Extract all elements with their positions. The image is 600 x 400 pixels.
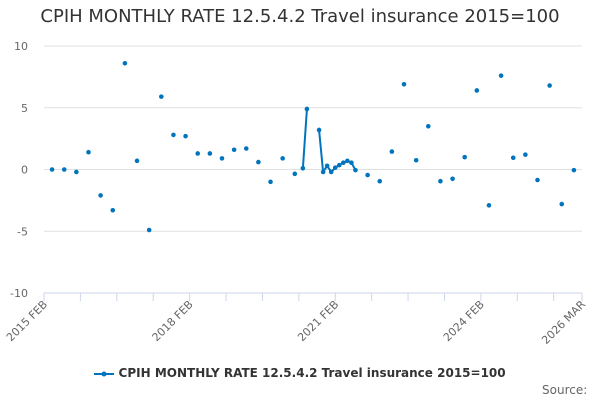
data-point (61, 167, 67, 172)
data-point (413, 157, 419, 163)
data-point (332, 165, 338, 170)
data-point (300, 165, 306, 171)
data-point (159, 94, 164, 99)
data-point (268, 179, 273, 185)
x-tick-label: 2024 FEB (441, 298, 487, 344)
series-line-segment (301, 108, 308, 169)
data-point (98, 193, 103, 198)
data-point (486, 203, 492, 208)
data-point (86, 149, 91, 155)
data-point (336, 162, 342, 168)
data-point (425, 123, 431, 129)
data-point (547, 83, 552, 88)
y-tick-label: 0 (21, 164, 28, 177)
chart-title: CPIH MONTHLY RATE 12.5.4.2 Travel insura… (40, 6, 560, 27)
x-tick-label: 2026 MAR (539, 298, 588, 347)
data-point (146, 227, 152, 233)
data-point (462, 154, 467, 160)
data-point (74, 169, 79, 175)
data-point (341, 160, 346, 166)
data-point (243, 146, 249, 151)
legend[interactable]: CPIH MONTHLY RATE 12.5.4.2 Travel insura… (0, 366, 600, 380)
data-point (328, 169, 334, 175)
data-point (231, 147, 237, 153)
data-point (110, 207, 116, 213)
data-point (324, 163, 330, 169)
data-point (349, 160, 354, 166)
x-tick-label: 2018 FEB (150, 298, 196, 344)
y-tick-label: 10 (14, 40, 28, 53)
data-point (122, 60, 128, 66)
x-tick-label: 2015 FEB (4, 298, 50, 344)
data-point (389, 149, 395, 154)
data-point (535, 177, 540, 183)
data-point (304, 106, 310, 112)
data-point (49, 167, 55, 172)
data-point (207, 151, 213, 156)
data-point (571, 167, 577, 173)
data-point (474, 88, 480, 93)
series-line-segment (318, 129, 325, 173)
y-tick-label: -10 (10, 287, 28, 300)
data-point (377, 178, 383, 184)
y-tick-label: 5 (21, 102, 28, 115)
data-point (401, 81, 407, 87)
data-point (219, 156, 225, 161)
data-point (498, 73, 504, 78)
data-point (280, 156, 285, 161)
data-point (510, 155, 516, 161)
data-point (316, 127, 322, 133)
data-point (450, 176, 455, 182)
x-tick-label: 2021 FEB (295, 298, 341, 344)
data-point (353, 167, 358, 173)
y-tick-label: -5 (17, 225, 28, 238)
source-label: Source: (542, 383, 588, 397)
data-point (345, 158, 350, 164)
data-point (438, 178, 443, 184)
data-point (256, 159, 261, 165)
data-point (171, 132, 176, 138)
data-point (183, 133, 188, 139)
data-point (523, 152, 528, 157)
data-point (292, 171, 298, 177)
data-point (320, 169, 326, 175)
data-point (134, 158, 140, 164)
legend-line-icon (94, 371, 115, 376)
data-point (559, 201, 565, 207)
legend-label: CPIH MONTHLY RATE 12.5.4.2 Travel insura… (118, 366, 506, 380)
data-point (195, 151, 201, 156)
data-point (365, 172, 370, 178)
